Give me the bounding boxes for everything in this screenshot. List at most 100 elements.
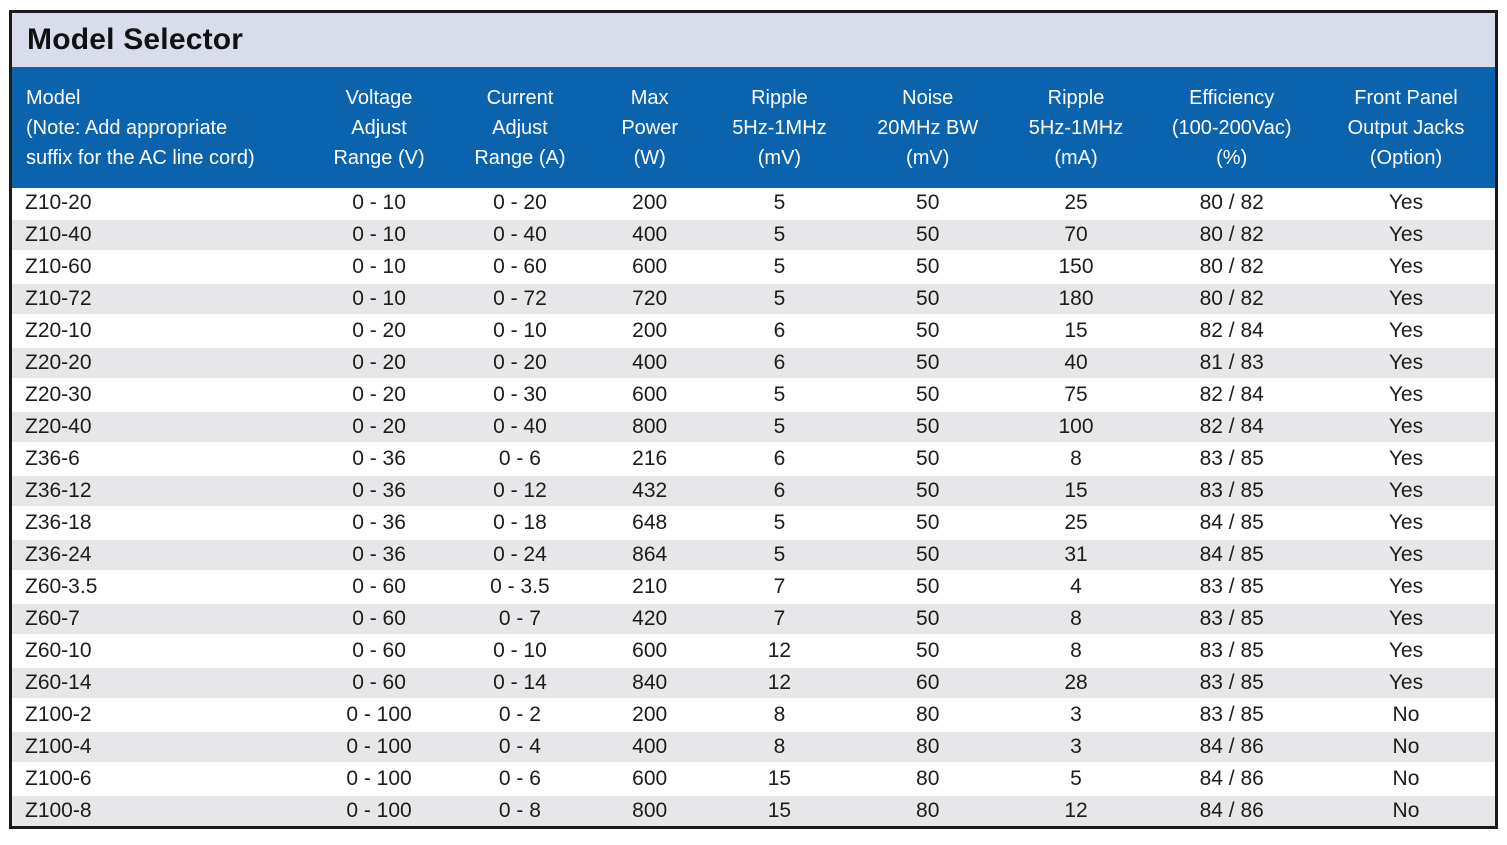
column-header: Voltage Adjust Range (V) — [308, 67, 450, 188]
column-header: Ripple 5Hz-1MHz (mV) — [708, 67, 850, 188]
spec-cell: 82 / 84 — [1146, 315, 1317, 348]
spec-cell: Yes — [1316, 188, 1495, 220]
spec-cell: Yes — [1316, 475, 1495, 508]
spec-cell: 0 - 20 — [308, 347, 450, 380]
spec-cell: 8 — [1005, 603, 1147, 636]
table-row: Z60-3.5 0 - 60 0 - 3.5 210 7 50 4 83 / 85 Yes — [12, 571, 1495, 604]
table-row: Z20-10 0 - 20 0 - 10 200 6 50 15 82 / 84 Yes — [12, 315, 1495, 348]
column-header-line: suffix for the AC line cord) — [26, 146, 255, 169]
model-cell: Z20-20 — [12, 347, 309, 380]
column-header: Noise 20MHz BW (mV) — [849, 67, 1006, 188]
spec-cell: 84 / 86 — [1146, 795, 1317, 826]
column-header-line: Output Jacks — [1347, 116, 1465, 139]
spec-cell: 0 - 2 — [449, 699, 591, 732]
spec-cell: 0 - 100 — [308, 763, 450, 796]
spec-cell: 6 — [708, 347, 850, 380]
spec-cell: 200 — [590, 699, 709, 732]
model-cell: Z10-20 — [12, 188, 309, 220]
table-row: Z60-10 0 - 60 0 - 10 600 12 50 8 83 / 85 Yes — [12, 635, 1495, 668]
spec-cell: 0 - 20 — [449, 188, 591, 220]
spec-cell: 840 — [590, 667, 709, 700]
spec-cell: 200 — [590, 315, 709, 348]
spec-cell: 0 - 24 — [449, 539, 591, 572]
spec-cell: 0 - 60 — [308, 667, 450, 700]
spec-cell: 15 — [708, 795, 850, 826]
spec-cell: 0 - 20 — [449, 347, 591, 380]
table-row: Z100-8 0 - 100 0 - 8 800 15 80 12 84 / 86 No — [12, 795, 1495, 826]
spec-cell: 80 — [849, 731, 1006, 764]
table-row: Z36-24 0 - 36 0 - 24 864 5 50 31 84 / 85 Yes — [12, 539, 1495, 572]
spec-cell: 0 - 60 — [449, 251, 591, 284]
table-row: Z36-6 0 - 36 0 - 6 216 6 50 8 83 / 85 Yes — [12, 443, 1495, 476]
model-cell: Z60-3.5 — [12, 571, 309, 604]
spec-cell: 0 - 18 — [449, 507, 591, 540]
spec-cell: Yes — [1316, 251, 1495, 284]
spec-cell: Yes — [1316, 347, 1495, 380]
table-row: Z36-12 0 - 36 0 - 12 432 6 50 15 83 / 85 Yes — [12, 475, 1495, 508]
spec-cell: 84 / 86 — [1146, 763, 1317, 796]
spec-cell: 400 — [590, 219, 709, 252]
spec-cell: 5 — [708, 539, 850, 572]
spec-cell: 83 / 85 — [1146, 443, 1317, 476]
spec-cell: 5 — [708, 507, 850, 540]
table-title-bar: Model Selector — [12, 13, 1495, 67]
spec-cell: 83 / 85 — [1146, 475, 1317, 508]
spec-cell: 0 - 4 — [449, 731, 591, 764]
spec-cell: 0 - 12 — [449, 475, 591, 508]
spec-cell: Yes — [1316, 539, 1495, 572]
column-header-line: (%) — [1216, 146, 1248, 169]
spec-cell: Yes — [1316, 443, 1495, 476]
table-row: Z10-20 0 - 10 0 - 20 200 5 50 25 80 / 82 Yes — [12, 188, 1495, 220]
spec-cell: 50 — [849, 379, 1006, 412]
spec-cell: 8 — [1005, 635, 1147, 668]
spec-cell: 864 — [590, 539, 709, 572]
spec-cell: 5 — [708, 411, 850, 444]
model-cell: Z100-8 — [12, 795, 309, 826]
model-cell: Z10-40 — [12, 219, 309, 252]
table-row: Z100-2 0 - 100 0 - 2 200 8 80 3 83 / 85 No — [12, 699, 1495, 732]
spec-cell: 8 — [708, 731, 850, 764]
table-row: Z20-30 0 - 20 0 - 30 600 5 50 75 82 / 84 Yes — [12, 379, 1495, 412]
spec-cell: 600 — [590, 251, 709, 284]
spec-cell: 80 / 82 — [1146, 251, 1317, 284]
spec-cell: 50 — [849, 411, 1006, 444]
spec-cell: 83 / 85 — [1146, 635, 1317, 668]
table-row: Z20-40 0 - 20 0 - 40 800 5 50 100 82 / 84 Yes — [12, 411, 1495, 444]
spec-cell: Yes — [1316, 667, 1495, 700]
spec-cell: 25 — [1005, 507, 1147, 540]
spec-cell: 0 - 10 — [308, 283, 450, 316]
spec-cell: 7 — [708, 571, 850, 604]
spec-cell: 0 - 72 — [449, 283, 591, 316]
spec-cell: 0 - 60 — [308, 571, 450, 604]
model-cell: Z100-2 — [12, 699, 309, 732]
column-header-line: Adjust — [351, 116, 407, 139]
spec-cell: 3 — [1005, 699, 1147, 732]
spec-cell: 0 - 100 — [308, 731, 450, 764]
model-selector-table: Model Selector Model (Note: Add appropria… — [9, 10, 1498, 829]
spec-cell: 80 — [849, 763, 1006, 796]
spec-cell: 82 / 84 — [1146, 379, 1317, 412]
spec-cell: 60 — [849, 667, 1006, 700]
column-header-line: Front Panel — [1354, 86, 1458, 109]
spec-cell: 800 — [590, 795, 709, 826]
spec-cell: 720 — [590, 283, 709, 316]
spec-cell: 5 — [708, 251, 850, 284]
spec-cell: 0 - 14 — [449, 667, 591, 700]
model-cell: Z10-72 — [12, 283, 309, 316]
spec-cell: Yes — [1316, 379, 1495, 412]
spec-cell: 83 / 85 — [1146, 603, 1317, 636]
spec-cell: No — [1316, 699, 1495, 732]
model-cell: Z60-10 — [12, 635, 309, 668]
spec-cell: 80 — [849, 795, 1006, 826]
spec-cell: 50 — [849, 507, 1006, 540]
column-header-line: (Option) — [1369, 146, 1443, 169]
spec-cell: 6 — [708, 443, 850, 476]
model-spec-table: Model (Note: Add appropriate suffix for th… — [12, 67, 1495, 826]
model-cell: Z36-6 — [12, 443, 309, 476]
spec-cell: 5 — [708, 188, 850, 220]
model-cell: Z36-24 — [12, 539, 309, 572]
spec-cell: Yes — [1316, 411, 1495, 444]
table-row: Z20-20 0 - 20 0 - 20 400 6 50 40 81 / 83 Yes — [12, 347, 1495, 380]
spec-cell: 600 — [590, 763, 709, 796]
spec-cell: 82 / 84 — [1146, 411, 1317, 444]
